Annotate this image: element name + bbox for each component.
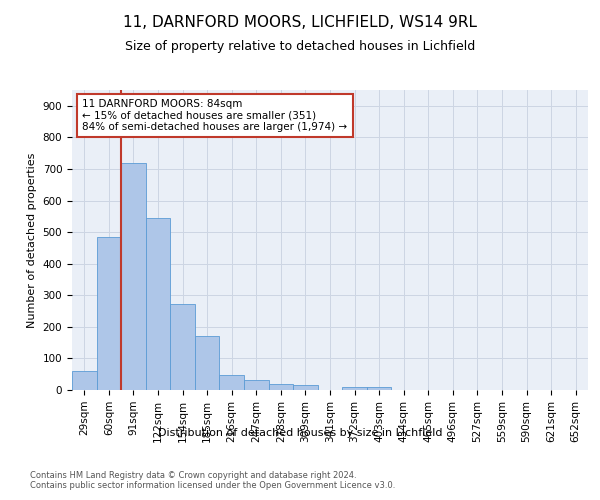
Bar bbox=[97, 238, 121, 390]
Text: Contains HM Land Registry data © Crown copyright and database right 2024.
Contai: Contains HM Land Registry data © Crown c… bbox=[30, 470, 395, 490]
Text: 11, DARNFORD MOORS, LICHFIELD, WS14 9RL: 11, DARNFORD MOORS, LICHFIELD, WS14 9RL bbox=[123, 15, 477, 30]
Bar bbox=[195, 336, 220, 390]
Bar bbox=[170, 304, 195, 390]
Bar bbox=[220, 376, 244, 390]
Y-axis label: Number of detached properties: Number of detached properties bbox=[27, 152, 37, 328]
Bar bbox=[269, 384, 293, 390]
Bar bbox=[342, 388, 367, 390]
Bar bbox=[293, 386, 318, 390]
Text: Distribution of detached houses by size in Lichfield: Distribution of detached houses by size … bbox=[158, 428, 442, 438]
Text: Size of property relative to detached houses in Lichfield: Size of property relative to detached ho… bbox=[125, 40, 475, 53]
Bar bbox=[244, 380, 269, 390]
Text: 11 DARNFORD MOORS: 84sqm
← 15% of detached houses are smaller (351)
84% of semi-: 11 DARNFORD MOORS: 84sqm ← 15% of detach… bbox=[82, 99, 347, 132]
Bar bbox=[121, 164, 146, 390]
Bar bbox=[72, 371, 97, 390]
Bar bbox=[146, 218, 170, 390]
Bar bbox=[367, 388, 391, 390]
